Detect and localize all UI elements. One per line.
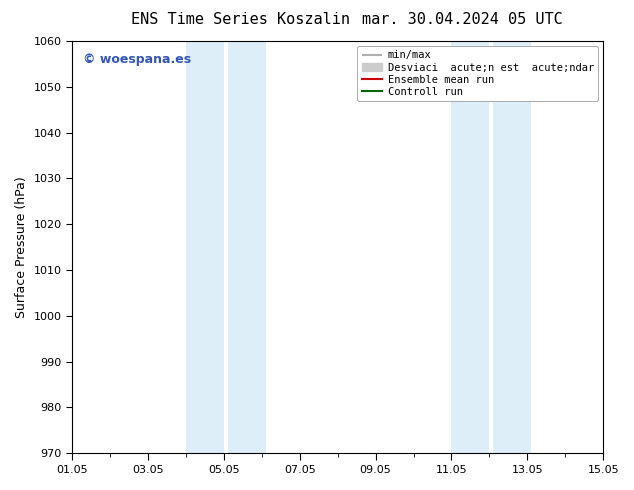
Legend: min/max, Desviaci  acute;n est  acute;ndar, Ensemble mean run, Controll run: min/max, Desviaci acute;n est acute;ndar… bbox=[358, 46, 598, 101]
Bar bbox=[228, 41, 266, 453]
Text: © woespana.es: © woespana.es bbox=[82, 53, 191, 67]
Text: mar. 30.04.2024 05 UTC: mar. 30.04.2024 05 UTC bbox=[363, 12, 563, 27]
Bar bbox=[186, 41, 224, 453]
Bar bbox=[493, 41, 531, 453]
Bar bbox=[451, 41, 489, 453]
Text: ENS Time Series Koszalin: ENS Time Series Koszalin bbox=[131, 12, 351, 27]
Y-axis label: Surface Pressure (hPa): Surface Pressure (hPa) bbox=[15, 176, 28, 318]
